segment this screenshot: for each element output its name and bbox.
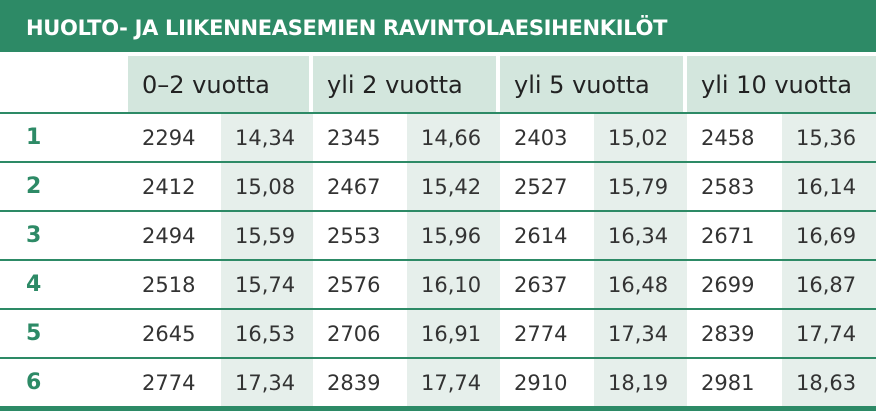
row-label: 5: [26, 321, 42, 346]
table-cell: 2910: [514, 371, 568, 395]
row-label: 6: [26, 370, 42, 395]
row-label: 4: [26, 272, 42, 297]
table-cell: 17,34: [594, 310, 687, 357]
table-cell: 15,59: [221, 212, 313, 259]
table-cell: 16,91: [407, 310, 500, 357]
table-cell: 16,34: [594, 212, 687, 259]
table-cell: 2981: [701, 371, 755, 395]
table-cell: 2637: [514, 273, 568, 297]
table-bottom-rule: [0, 406, 876, 411]
table-cell: 16,10: [407, 261, 500, 308]
table-cell: 2671: [701, 224, 755, 248]
table-cell: 16,48: [594, 261, 687, 308]
table-cell: 16,87: [782, 261, 876, 308]
table-cell: 15,08: [221, 163, 313, 210]
row-label: 3: [26, 223, 42, 248]
row-separator: [0, 161, 876, 163]
row-separator: [0, 357, 876, 359]
table-cell: 2518: [142, 273, 196, 297]
table-cell: 2494: [142, 224, 196, 248]
table-cell: 2412: [142, 175, 196, 199]
table-cell: 2774: [142, 371, 196, 395]
table-cell: 15,02: [594, 114, 687, 161]
table-cell: 2467: [327, 175, 381, 199]
table-cell: 17,74: [407, 359, 500, 406]
table-cell: 2699: [701, 273, 755, 297]
table-cell: 2403: [514, 126, 568, 150]
table-cell: 17,34: [221, 359, 313, 406]
table-cell: 2576: [327, 273, 381, 297]
table-cell: 2294: [142, 126, 196, 150]
table-cell: 16,53: [221, 310, 313, 357]
table-cell: 2345: [327, 126, 381, 150]
table-cell: 14,34: [221, 114, 313, 161]
table-cell: 2553: [327, 224, 381, 248]
table-cell: 15,42: [407, 163, 500, 210]
row-label: 1: [26, 125, 42, 150]
row-label: 2: [26, 174, 42, 199]
table-cell: 2583: [701, 175, 755, 199]
row-separator: [0, 112, 876, 114]
table-cell: 14,66: [407, 114, 500, 161]
table-cell: 2839: [327, 371, 381, 395]
column-header: yli 2 vuotta: [313, 56, 496, 112]
row-separator: [0, 259, 876, 261]
table-cell: 2527: [514, 175, 568, 199]
table-title: HUOLTO- JA LIIKENNEASEMIEN RAVINTOLAESIH…: [0, 0, 876, 52]
row-separator: [0, 210, 876, 212]
table-cell: 15,79: [594, 163, 687, 210]
table-cell: 18,63: [782, 359, 876, 406]
table-cell: 18,19: [594, 359, 687, 406]
table-cell: 16,69: [782, 212, 876, 259]
table-cell: 16,14: [782, 163, 876, 210]
column-header: yli 5 vuotta: [500, 56, 683, 112]
table-cell: 2458: [701, 126, 755, 150]
table-cell: 2706: [327, 322, 381, 346]
table-cell: 2774: [514, 322, 568, 346]
column-header: 0–2 vuotta: [128, 56, 309, 112]
column-header: yli 10 vuotta: [687, 56, 876, 112]
table-cell: 15,96: [407, 212, 500, 259]
table-cell: 17,74: [782, 310, 876, 357]
table-cell: 2839: [701, 322, 755, 346]
table-cell: 2614: [514, 224, 568, 248]
table-cell: 15,74: [221, 261, 313, 308]
row-separator: [0, 308, 876, 310]
table-cell: 2645: [142, 322, 196, 346]
table-cell: 15,36: [782, 114, 876, 161]
